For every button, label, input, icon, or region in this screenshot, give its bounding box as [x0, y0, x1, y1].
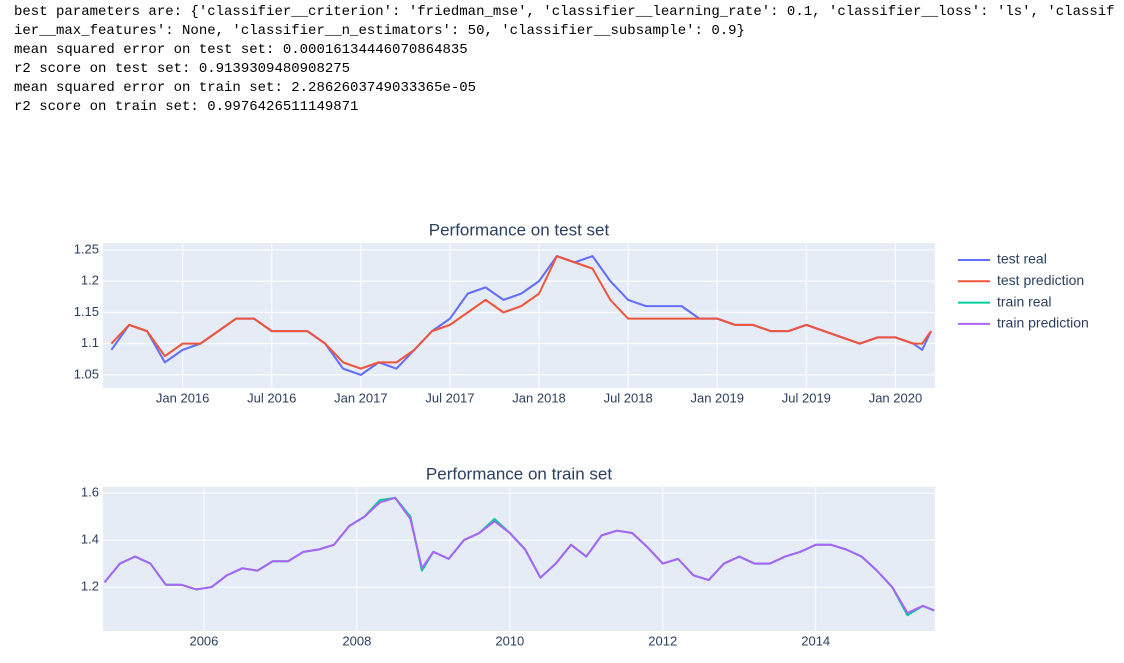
y-tick-label: 1.05 — [74, 366, 99, 381]
legend-label: test real — [997, 251, 1047, 267]
y-tick-label: 1.1 — [81, 335, 99, 350]
y-tick-label: 1.6 — [81, 485, 99, 500]
chart-title: Performance on test set — [429, 220, 610, 239]
y-tick-label: 1.4 — [81, 532, 99, 547]
output-line: r2 score on test set: 0.9139309480908275 — [14, 61, 351, 77]
output-line: mean squared error on train set: 2.28626… — [14, 80, 477, 96]
x-tick-label: 2014 — [801, 633, 830, 648]
x-tick-label: Jul 2018 — [604, 390, 653, 405]
x-tick-label: Jan 2018 — [512, 390, 566, 405]
x-tick-label: Jul 2016 — [247, 390, 296, 405]
y-tick-label: 1.2 — [81, 273, 99, 288]
x-tick-label: 2010 — [495, 633, 524, 648]
x-tick-label: 2006 — [189, 633, 218, 648]
series-line — [103, 496, 935, 614]
legend-label: train prediction — [997, 315, 1089, 331]
chart-title: Performance on train set — [426, 464, 612, 483]
output-line: mean squared error on test set: 0.000161… — [14, 42, 468, 58]
x-tick-label: Jan 2020 — [869, 390, 923, 405]
y-tick-label: 1.15 — [74, 304, 99, 319]
legend-label: test prediction — [997, 272, 1084, 288]
x-tick-label: Jul 2017 — [425, 390, 474, 405]
plot-area — [103, 487, 935, 631]
output-line: best parameters are: {'classifier__crite… — [14, 4, 1115, 39]
legend-label: train real — [997, 293, 1051, 309]
cell-output: best parameters are: {'classifier__crite… — [14, 3, 1120, 117]
x-tick-label: 2012 — [648, 633, 677, 648]
x-tick-label: Jan 2017 — [334, 390, 388, 405]
y-tick-label: 1.25 — [74, 241, 99, 256]
y-tick-label: 1.2 — [81, 579, 99, 594]
x-tick-label: Jul 2019 — [782, 390, 831, 405]
x-tick-label: Jan 2019 — [690, 390, 744, 405]
series-line — [110, 255, 932, 370]
plot-area — [103, 243, 935, 388]
x-tick-label: Jan 2016 — [156, 390, 210, 405]
x-tick-label: 2008 — [342, 633, 371, 648]
output-line: r2 score on train set: 0.997642651114987… — [14, 99, 359, 115]
